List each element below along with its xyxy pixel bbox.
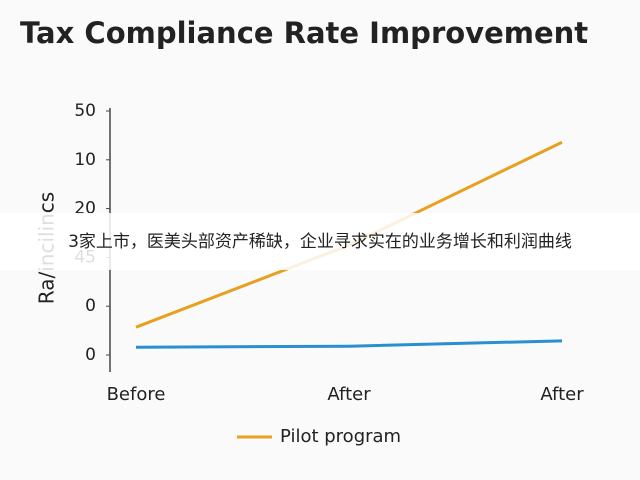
y-tick-label: 0 [85,296,96,316]
banner [0,213,640,270]
legend-label: Pilot program [280,426,401,447]
y-tick-label: 50 [74,101,96,121]
y-tick-label: 10 [74,150,96,170]
x-tick-label: Before [107,384,166,405]
y-tick-label: 0 [85,345,96,365]
annotation: 3家上市，医美头部资产稀缺，企业寻求实在的业务增长和利润曲线 [68,232,572,252]
x-tick-label: After [327,384,371,405]
series-line [135,339,563,349]
chart-title: Tax Compliance Rate Improvement [20,16,588,50]
x-tick-label: After [540,384,584,405]
